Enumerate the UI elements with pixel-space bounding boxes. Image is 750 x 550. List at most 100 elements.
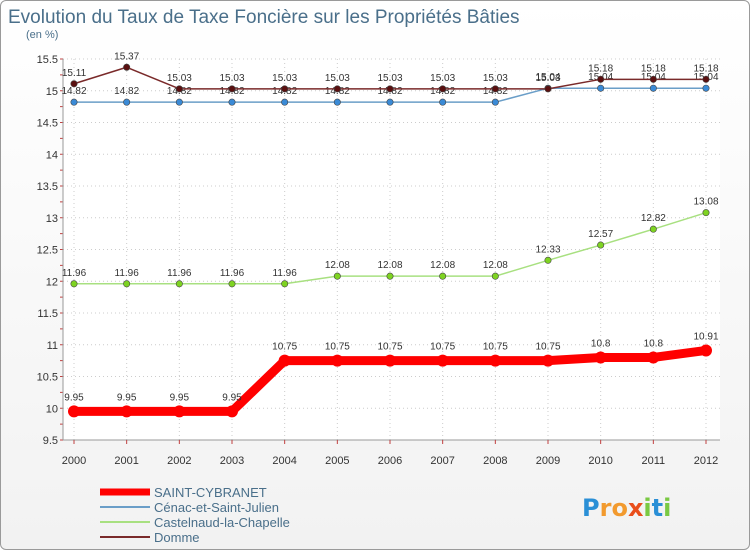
data-point [123,280,131,288]
data-point [386,272,394,280]
chart-title: Evolution du Taux de Taxe Foncière sur l… [8,7,520,28]
data-point [702,84,710,92]
data-label: 10.91 [693,331,718,342]
data-point [542,354,554,367]
data-label: 15.03 [430,73,455,84]
data-point [700,344,712,357]
y-tick-label: 11.5 [37,308,58,320]
brand-logo: Proxiti [582,494,671,522]
data-point [702,75,710,83]
data-label: 9.95 [222,392,242,403]
x-tick-label: 2007 [430,455,454,467]
x-tick-label: 2010 [588,455,612,467]
series-castelnaud: 11.96 11.96 11.96 11.96 11.96 12.08 12.08 12.08… [62,197,719,288]
y-tick-label: 13.5 [37,181,58,193]
data-label: 12.08 [377,260,402,271]
data-label: 12.82 [641,213,666,224]
data-label: 11.96 [220,268,245,279]
data-point [439,85,447,93]
data-point [436,354,449,367]
y-tick-label: 11 [47,340,58,352]
data-point [228,98,236,106]
series-saint-cybranet: 9.95 9.95 9.95 9.95 10.75 10.75 10.75 10.75 10.7… [64,331,719,418]
data-point [544,256,552,264]
x-tick-label: 2000 [62,455,86,467]
data-point [331,354,344,367]
legend-label-domme: Domme [154,530,200,545]
data-point [491,272,499,280]
data-point [491,85,499,93]
x-tick-label: 2001 [114,455,138,467]
data-label: 15.03 [219,73,244,84]
data-point [175,85,183,93]
legend-label-castelnaud: Castelnaud-la-Chapelle [154,515,290,530]
data-label: 14.82 [61,86,86,97]
legend-label-cenac: Cénac-et-Saint-Julien [154,500,279,515]
data-label: 15.03 [377,73,402,84]
y-tick-label: 14.5 [37,118,58,130]
data-point [333,98,341,106]
data-label: 10.75 [325,342,350,353]
data-point [597,84,605,92]
data-label: 9.95 [117,392,137,403]
logo-letter: x [628,494,644,522]
data-label: 10.75 [483,342,508,353]
logo-letter: i [663,494,671,522]
data-point [647,351,660,364]
data-label: 10.75 [377,342,402,353]
data-label: 15.04 [535,72,560,83]
data-point [281,85,289,93]
y-tick-label: 12 [46,276,58,288]
data-label: 12.57 [588,229,613,240]
data-label: 15.18 [588,63,613,74]
data-label: 15.18 [693,63,718,74]
logo-letter: t [652,494,663,522]
data-label: 10.8 [644,338,664,349]
data-point [544,85,552,93]
data-point [333,85,341,93]
logo-letter: r [600,494,612,522]
x-tick-label: 2005 [325,455,349,467]
data-label: 13.08 [693,197,718,208]
y-unit-label: (en %) [26,29,58,41]
data-point [386,98,394,106]
proxiti-logo-text: Proxiti [582,494,671,522]
data-point [333,272,341,280]
data-point [649,225,657,233]
y-tick-label: 13 [46,213,58,225]
data-point [120,405,133,418]
data-label: 15.03 [535,73,560,84]
logo-letter: P [582,494,600,522]
data-point [491,98,499,106]
data-point [649,84,657,92]
legend-label-saint-cybranet: SAINT-CYBRANET [154,485,267,500]
data-point [649,75,657,83]
data-label: 15.18 [641,63,666,74]
x-tick-label: 2002 [167,455,191,467]
logo-letter: o [611,494,628,522]
data-label: 10.75 [430,342,455,353]
data-label: 12.08 [325,260,350,271]
data-label: 14.82 [114,86,139,97]
data-label: 15.03 [167,73,192,84]
data-label: 11.96 [273,268,298,279]
data-label: 12.08 [483,260,508,271]
data-point [175,98,183,106]
data-point [228,280,236,288]
data-label: 15.03 [483,73,508,84]
legend: SAINT-CYBRANETCénac-et-Saint-JulienCaste… [100,485,290,545]
data-point [226,405,238,418]
data-point [384,354,396,367]
data-label: 10.75 [535,342,560,353]
data-point [594,351,607,364]
grid [63,58,720,441]
x-tick-label: 2009 [536,455,560,467]
data-point [70,80,78,88]
data-point [278,354,291,367]
data-point [597,75,605,83]
y-tick-label: 15.5 [37,54,58,66]
y-tick-label: 9.5 [43,435,58,447]
data-point [175,280,183,288]
data-point [123,63,131,71]
